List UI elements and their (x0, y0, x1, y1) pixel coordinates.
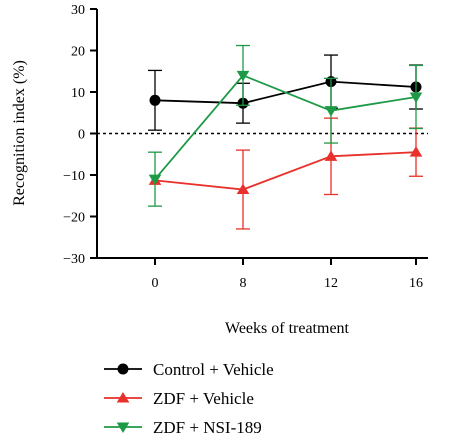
x-tick-label: 12 (324, 276, 338, 291)
legend: Control + Vehicle ZDF + Vehicle ZDF + NSI-… (104, 360, 274, 437)
series-layer (148, 44, 423, 230)
y-tick-label: 20 (71, 45, 85, 60)
data-point (236, 70, 250, 82)
data-point (148, 174, 162, 186)
legend-label: Control + Vehicle (153, 360, 274, 379)
y-tick-label: 30 (71, 3, 85, 18)
legend-label: ZDF + Vehicle (153, 389, 254, 408)
data-point (324, 150, 338, 161)
data-point (409, 146, 423, 157)
x-tick-label: 16 (409, 276, 423, 291)
y-tick-label: 10 (71, 86, 85, 101)
x-axis-title: Weeks of treatment (225, 320, 350, 337)
axes: 30 20 10 0 −10 −20 −30 0 8 12 16 (63, 3, 428, 291)
series-line (154, 151, 417, 191)
legend-marker (116, 422, 130, 433)
y-tick-label: −20 (63, 211, 85, 226)
legend-marker (117, 363, 129, 375)
y-axis-title: Recognition index (%) (11, 60, 28, 206)
data-point (409, 92, 423, 103)
y-tick-label: 0 (78, 128, 85, 143)
y-tick-label: −30 (63, 252, 85, 267)
data-point (324, 106, 338, 117)
legend-label: ZDF + NSI-189 (153, 418, 262, 437)
data-point (236, 183, 250, 195)
x-tick-label: 8 (240, 276, 247, 291)
series-line (154, 74, 417, 180)
legend-marker (116, 392, 130, 403)
series-1 (148, 117, 423, 230)
y-tick-label: −10 (63, 169, 85, 184)
series-2 (148, 44, 423, 207)
data-point (149, 94, 161, 106)
x-tick-label: 0 (152, 276, 159, 291)
